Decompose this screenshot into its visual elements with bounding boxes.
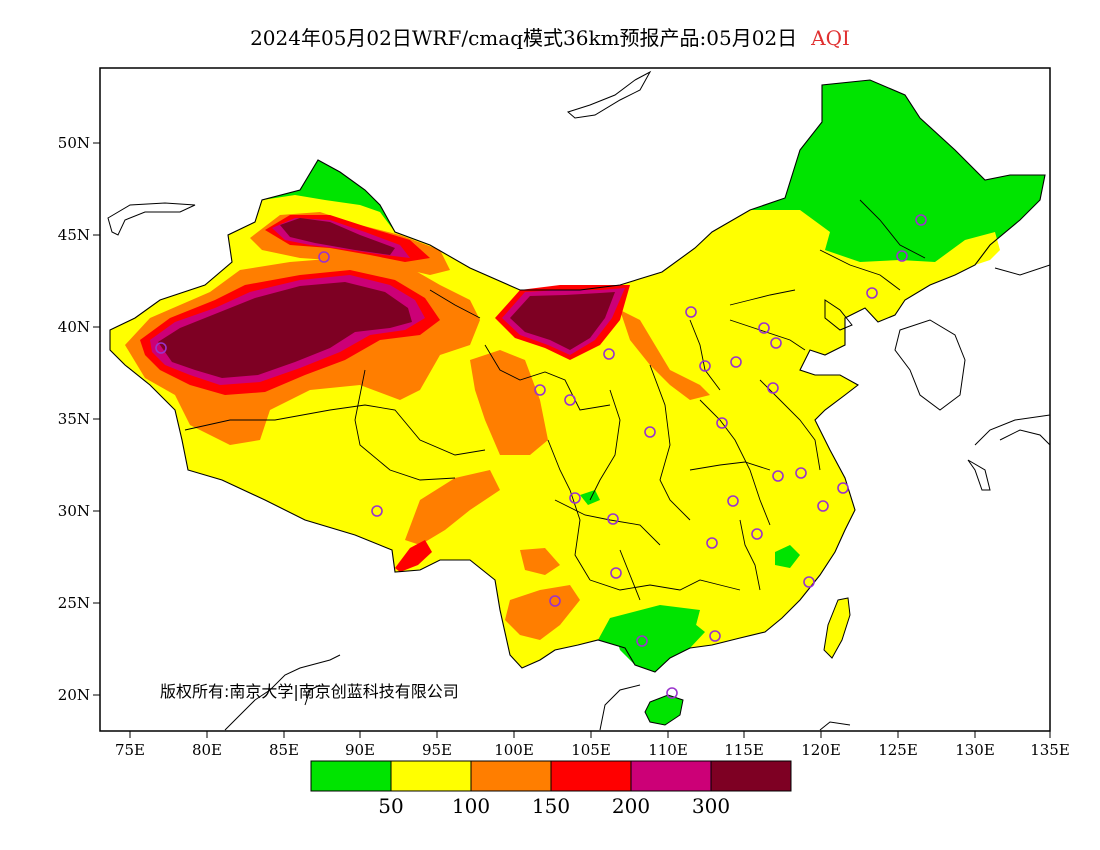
aqi-zone-hazardous-north xyxy=(280,218,395,255)
colorbar-label: 50 xyxy=(378,794,403,818)
city-marker xyxy=(603,348,615,360)
colorbar-label: 200 xyxy=(612,794,650,818)
x-tick-label: 100E xyxy=(494,741,534,759)
city-marker xyxy=(706,537,718,549)
city-markers xyxy=(155,214,927,699)
city-marker xyxy=(636,635,648,647)
map-frame xyxy=(99,67,1051,732)
x-tick-label: 130E xyxy=(955,741,995,759)
copyright-text: 版权所有:南京大学|南京创蓝科技有限公司 xyxy=(160,682,459,701)
aqi-zone-usg-tibet xyxy=(405,470,500,545)
x-tick-label: 75E xyxy=(115,741,145,759)
city-marker xyxy=(549,595,561,607)
colorbar-swatch-good xyxy=(310,760,392,792)
city-marker xyxy=(569,492,581,504)
map-title-main: 2024年05月02日WRF/cmaq模式36km预报产品:05月02日 xyxy=(250,26,798,50)
city-marker xyxy=(803,576,815,588)
city-marker xyxy=(758,322,770,334)
colorbar: 50 100 150 200 300 xyxy=(310,760,792,818)
city-marker xyxy=(610,567,622,579)
aqi-zone-unhealthy-tibet xyxy=(395,540,432,572)
coastlines xyxy=(107,70,1050,731)
city-marker xyxy=(155,342,167,354)
city-marker xyxy=(534,384,546,396)
y-tick-label: 20N xyxy=(58,686,90,704)
city-marker xyxy=(795,467,807,479)
colorbar-swatch-hazardous xyxy=(710,760,792,792)
aqi-zone-hazardous-innermongolia xyxy=(510,292,615,350)
aqi-zone-good-guangxi xyxy=(612,615,705,665)
city-marker xyxy=(751,528,763,540)
city-marker xyxy=(767,382,779,394)
x-axis: 75E 80E 85E 90E 95E 100E 105E 110E 115E … xyxy=(115,731,1070,759)
city-marker xyxy=(730,356,742,368)
x-tick-label: 120E xyxy=(801,741,841,759)
colorbar-swatch-unhealthy xyxy=(550,760,632,792)
city-marker xyxy=(896,250,908,262)
city-marker xyxy=(371,505,383,517)
x-tick-label: 105E xyxy=(571,741,611,759)
city-marker xyxy=(772,470,784,482)
aqi-zone-usg-yunnan xyxy=(505,585,580,640)
city-marker xyxy=(644,426,656,438)
colorbar-swatch-usg xyxy=(470,760,552,792)
city-marker xyxy=(564,394,576,406)
map-content: 版权所有:南京大学|南京创蓝科技有限公司 xyxy=(107,70,1050,731)
y-tick-label: 45N xyxy=(58,226,90,244)
colorbar-swatch-moderate xyxy=(390,760,472,792)
aqi-zone-usg-central xyxy=(470,350,548,455)
x-tick-label: 85E xyxy=(269,741,299,759)
city-marker xyxy=(685,306,697,318)
city-marker xyxy=(770,337,782,349)
taiwan-island xyxy=(823,597,851,659)
aqi-zone-good-sichuan xyxy=(580,490,600,505)
y-tick-label: 40N xyxy=(58,318,90,336)
city-marker xyxy=(607,513,619,525)
city-marker xyxy=(318,251,330,263)
x-tick-label: 135E xyxy=(1030,741,1070,759)
map-title: 2024年05月02日WRF/cmaq模式36km预报产品:05月02日 AQI xyxy=(0,22,1100,51)
city-marker xyxy=(666,687,678,699)
city-marker xyxy=(866,287,878,299)
x-tick-label: 115E xyxy=(724,741,764,759)
city-marker xyxy=(716,417,728,429)
aqi-zone-good-jiangxi xyxy=(775,545,800,568)
city-marker xyxy=(727,495,739,507)
y-tick-label: 50N xyxy=(58,134,90,152)
colorbar-label: 300 xyxy=(692,794,730,818)
y-tick-label: 25N xyxy=(58,594,90,612)
x-tick-label: 95E xyxy=(422,741,452,759)
city-marker xyxy=(817,500,829,512)
x-tick-label: 110E xyxy=(648,741,688,759)
city-marker xyxy=(837,482,849,494)
map-title-variable: AQI xyxy=(811,26,850,50)
aqi-zone-usg-sichuan xyxy=(520,548,560,575)
x-tick-label: 80E xyxy=(192,741,222,759)
china-border xyxy=(109,79,1046,673)
y-tick-label: 35N xyxy=(58,410,90,428)
colorbar-label: 150 xyxy=(532,794,570,818)
aqi-zone-hazardous-west xyxy=(158,282,412,378)
colorbar-swatch-very-unhealthy xyxy=(630,760,712,792)
aqi-zone-usg-shanxi xyxy=(620,310,710,400)
y-tick-label: 30N xyxy=(58,502,90,520)
colorbar-label: 100 xyxy=(452,794,490,818)
city-marker xyxy=(709,630,721,642)
city-marker xyxy=(699,360,711,372)
x-tick-label: 125E xyxy=(878,741,918,759)
city-marker xyxy=(915,214,927,226)
y-axis: 50N 45N 40N 35N 30N 25N 20N xyxy=(58,134,100,704)
x-tick-label: 90E xyxy=(345,741,375,759)
hainan-island xyxy=(644,694,684,726)
